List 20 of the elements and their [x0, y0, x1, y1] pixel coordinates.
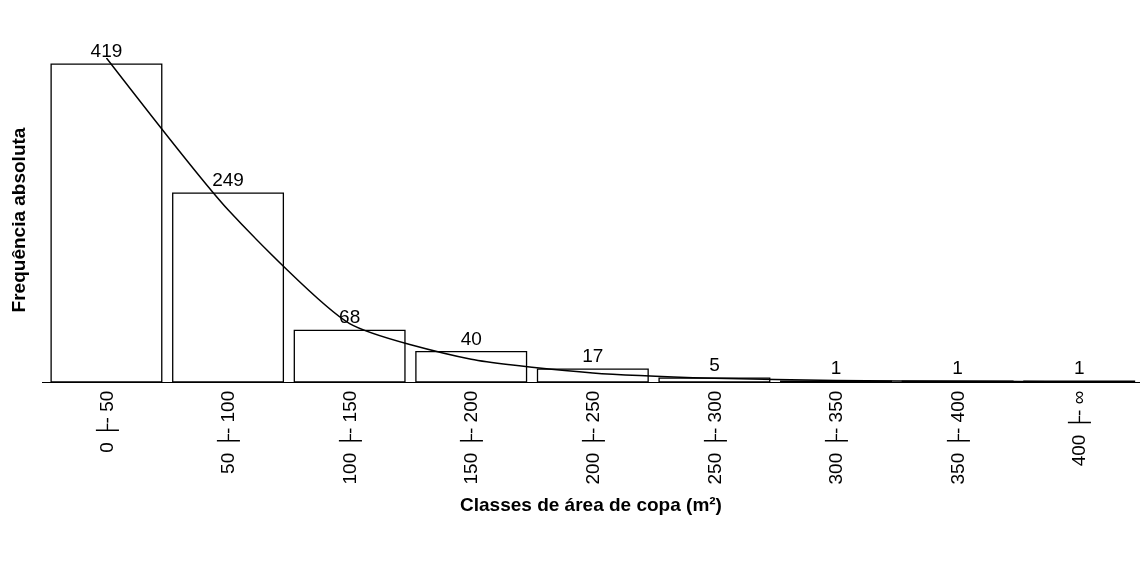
data-label: 249 [212, 169, 244, 191]
y-axis-title: Frequência absoluta [7, 127, 29, 313]
x-tick-label: 50 ├- 100 [216, 390, 241, 474]
data-label: 68 [339, 306, 361, 328]
data-label: 17 [582, 345, 604, 367]
x-tick-label: 0 ├- 50 [94, 390, 119, 453]
x-tick-label: 400 ├- ∞ [1067, 390, 1092, 467]
x-tick-label: 250 ├- 300 [702, 390, 727, 485]
x-tick-label: 350 ├- 400 [945, 390, 970, 485]
data-label: 1 [830, 357, 842, 379]
data-label: 419 [90, 40, 123, 62]
x-tick-label: 300 ├- 350 [824, 390, 849, 485]
x-axis-title: Classes de área de copa (m²) [460, 494, 722, 516]
data-label: 40 [460, 327, 482, 349]
data-label: 1 [1073, 357, 1085, 379]
x-tick-label: 200 ├- 250 [580, 390, 605, 485]
data-label: 5 [709, 354, 720, 376]
data-label: 1 [952, 357, 963, 379]
x-tick-label: 100 ├- 150 [337, 390, 362, 485]
x-tick-label: 150 ├- 200 [459, 390, 484, 485]
